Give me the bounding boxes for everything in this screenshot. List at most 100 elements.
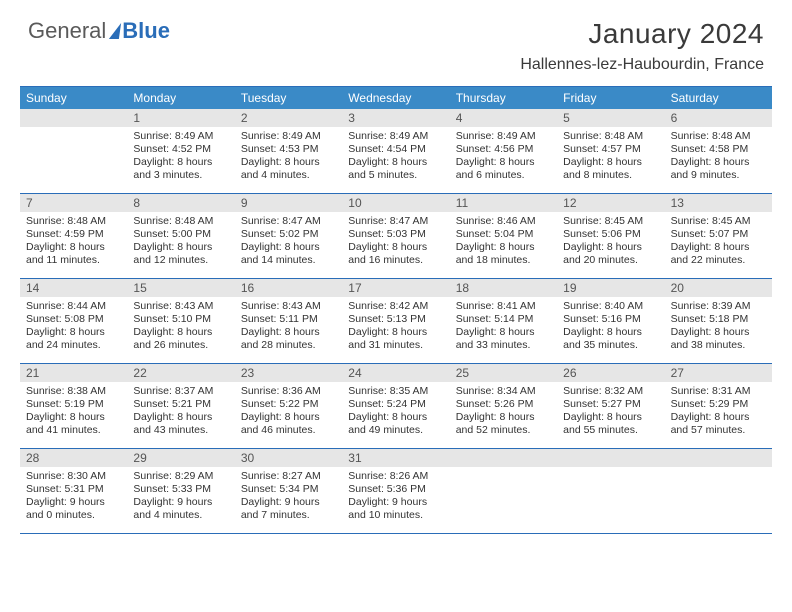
calendar-cell bbox=[20, 109, 127, 193]
sunset-line: Sunset: 5:04 PM bbox=[456, 228, 551, 241]
calendar-cell: 26Sunrise: 8:32 AMSunset: 5:27 PMDayligh… bbox=[557, 364, 664, 448]
sunrise-line: Sunrise: 8:45 AM bbox=[671, 215, 766, 228]
day-number-bar: 1 bbox=[127, 109, 234, 127]
day-number-bar: 9 bbox=[235, 194, 342, 212]
calendar-cell: 31Sunrise: 8:26 AMSunset: 5:36 PMDayligh… bbox=[342, 449, 449, 533]
calendar-cell: 10Sunrise: 8:47 AMSunset: 5:03 PMDayligh… bbox=[342, 194, 449, 278]
calendar-weeks: 1Sunrise: 8:49 AMSunset: 4:52 PMDaylight… bbox=[20, 109, 772, 534]
sunset-line: Sunset: 5:11 PM bbox=[241, 313, 336, 326]
day-of-week-header: Thursday bbox=[450, 87, 557, 109]
day-number-bar: 11 bbox=[450, 194, 557, 212]
day-number-bar: 19 bbox=[557, 279, 664, 297]
daylight-line: Daylight: 9 hours and 4 minutes. bbox=[133, 496, 228, 522]
day-number-bar: 23 bbox=[235, 364, 342, 382]
day-number-bar: 7 bbox=[20, 194, 127, 212]
calendar-cell: 1Sunrise: 8:49 AMSunset: 4:52 PMDaylight… bbox=[127, 109, 234, 193]
sunset-line: Sunset: 5:34 PM bbox=[241, 483, 336, 496]
cell-body: Sunrise: 8:32 AMSunset: 5:27 PMDaylight:… bbox=[557, 382, 664, 444]
calendar-week-row: 28Sunrise: 8:30 AMSunset: 5:31 PMDayligh… bbox=[20, 449, 772, 534]
cell-body: Sunrise: 8:49 AMSunset: 4:53 PMDaylight:… bbox=[235, 127, 342, 189]
cell-body: Sunrise: 8:49 AMSunset: 4:54 PMDaylight:… bbox=[342, 127, 449, 189]
daylight-line: Daylight: 8 hours and 9 minutes. bbox=[671, 156, 766, 182]
calendar-cell: 23Sunrise: 8:36 AMSunset: 5:22 PMDayligh… bbox=[235, 364, 342, 448]
day-number-bar bbox=[450, 449, 557, 467]
day-number-bar: 4 bbox=[450, 109, 557, 127]
calendar: SundayMondayTuesdayWednesdayThursdayFrid… bbox=[20, 86, 772, 534]
sunset-line: Sunset: 5:07 PM bbox=[671, 228, 766, 241]
day-number-bar bbox=[20, 109, 127, 127]
calendar-week-row: 21Sunrise: 8:38 AMSunset: 5:19 PMDayligh… bbox=[20, 364, 772, 449]
sunrise-line: Sunrise: 8:46 AM bbox=[456, 215, 551, 228]
day-number-bar: 16 bbox=[235, 279, 342, 297]
sunrise-line: Sunrise: 8:30 AM bbox=[26, 470, 121, 483]
daylight-line: Daylight: 8 hours and 16 minutes. bbox=[348, 241, 443, 267]
calendar-cell: 19Sunrise: 8:40 AMSunset: 5:16 PMDayligh… bbox=[557, 279, 664, 363]
sunset-line: Sunset: 5:19 PM bbox=[26, 398, 121, 411]
daylight-line: Daylight: 8 hours and 6 minutes. bbox=[456, 156, 551, 182]
daylight-line: Daylight: 8 hours and 35 minutes. bbox=[563, 326, 658, 352]
sunset-line: Sunset: 5:00 PM bbox=[133, 228, 228, 241]
sunrise-line: Sunrise: 8:39 AM bbox=[671, 300, 766, 313]
sunset-line: Sunset: 4:58 PM bbox=[671, 143, 766, 156]
cell-body: Sunrise: 8:39 AMSunset: 5:18 PMDaylight:… bbox=[665, 297, 772, 359]
sunset-line: Sunset: 5:26 PM bbox=[456, 398, 551, 411]
day-number-bar: 21 bbox=[20, 364, 127, 382]
daylight-line: Daylight: 8 hours and 4 minutes. bbox=[241, 156, 336, 182]
cell-body: Sunrise: 8:48 AMSunset: 4:57 PMDaylight:… bbox=[557, 127, 664, 189]
day-number-bar: 29 bbox=[127, 449, 234, 467]
daylight-line: Daylight: 8 hours and 11 minutes. bbox=[26, 241, 121, 267]
calendar-cell: 17Sunrise: 8:42 AMSunset: 5:13 PMDayligh… bbox=[342, 279, 449, 363]
cell-body: Sunrise: 8:46 AMSunset: 5:04 PMDaylight:… bbox=[450, 212, 557, 274]
daylight-line: Daylight: 8 hours and 41 minutes. bbox=[26, 411, 121, 437]
calendar-cell: 13Sunrise: 8:45 AMSunset: 5:07 PMDayligh… bbox=[665, 194, 772, 278]
calendar-cell bbox=[665, 449, 772, 533]
daylight-line: Daylight: 9 hours and 0 minutes. bbox=[26, 496, 121, 522]
daylight-line: Daylight: 8 hours and 3 minutes. bbox=[133, 156, 228, 182]
day-of-week-header: Sunday bbox=[20, 87, 127, 109]
month-title: January 2024 bbox=[520, 18, 764, 50]
sunrise-line: Sunrise: 8:26 AM bbox=[348, 470, 443, 483]
sunrise-line: Sunrise: 8:37 AM bbox=[133, 385, 228, 398]
day-number-bar: 24 bbox=[342, 364, 449, 382]
daylight-line: Daylight: 8 hours and 26 minutes. bbox=[133, 326, 228, 352]
title-block: January 2024 Hallennes-lez-Haubourdin, F… bbox=[520, 18, 764, 74]
cell-body: Sunrise: 8:45 AMSunset: 5:06 PMDaylight:… bbox=[557, 212, 664, 274]
location-subtitle: Hallennes-lez-Haubourdin, France bbox=[520, 56, 764, 74]
calendar-cell: 30Sunrise: 8:27 AMSunset: 5:34 PMDayligh… bbox=[235, 449, 342, 533]
calendar-cell: 25Sunrise: 8:34 AMSunset: 5:26 PMDayligh… bbox=[450, 364, 557, 448]
calendar-week-row: 14Sunrise: 8:44 AMSunset: 5:08 PMDayligh… bbox=[20, 279, 772, 364]
sunrise-line: Sunrise: 8:40 AM bbox=[563, 300, 658, 313]
calendar-cell: 5Sunrise: 8:48 AMSunset: 4:57 PMDaylight… bbox=[557, 109, 664, 193]
cell-body: Sunrise: 8:40 AMSunset: 5:16 PMDaylight:… bbox=[557, 297, 664, 359]
calendar-cell: 7Sunrise: 8:48 AMSunset: 4:59 PMDaylight… bbox=[20, 194, 127, 278]
cell-body: Sunrise: 8:38 AMSunset: 5:19 PMDaylight:… bbox=[20, 382, 127, 444]
sunrise-line: Sunrise: 8:29 AM bbox=[133, 470, 228, 483]
sunset-line: Sunset: 5:24 PM bbox=[348, 398, 443, 411]
sunrise-line: Sunrise: 8:42 AM bbox=[348, 300, 443, 313]
day-number-bar: 8 bbox=[127, 194, 234, 212]
cell-body: Sunrise: 8:48 AMSunset: 4:59 PMDaylight:… bbox=[20, 212, 127, 274]
calendar-cell: 4Sunrise: 8:49 AMSunset: 4:56 PMDaylight… bbox=[450, 109, 557, 193]
calendar-cell: 2Sunrise: 8:49 AMSunset: 4:53 PMDaylight… bbox=[235, 109, 342, 193]
cell-body: Sunrise: 8:47 AMSunset: 5:02 PMDaylight:… bbox=[235, 212, 342, 274]
day-number-bar: 17 bbox=[342, 279, 449, 297]
day-of-week-header: Friday bbox=[557, 87, 664, 109]
day-number-bar: 6 bbox=[665, 109, 772, 127]
sunrise-line: Sunrise: 8:44 AM bbox=[26, 300, 121, 313]
day-number-bar: 10 bbox=[342, 194, 449, 212]
sunset-line: Sunset: 4:56 PM bbox=[456, 143, 551, 156]
brand-triangle-icon bbox=[109, 23, 121, 39]
cell-body: Sunrise: 8:31 AMSunset: 5:29 PMDaylight:… bbox=[665, 382, 772, 444]
daylight-line: Daylight: 8 hours and 43 minutes. bbox=[133, 411, 228, 437]
daylight-line: Daylight: 8 hours and 49 minutes. bbox=[348, 411, 443, 437]
day-number-bar: 18 bbox=[450, 279, 557, 297]
cell-body: Sunrise: 8:35 AMSunset: 5:24 PMDaylight:… bbox=[342, 382, 449, 444]
cell-body: Sunrise: 8:30 AMSunset: 5:31 PMDaylight:… bbox=[20, 467, 127, 529]
calendar-cell: 16Sunrise: 8:43 AMSunset: 5:11 PMDayligh… bbox=[235, 279, 342, 363]
sunrise-line: Sunrise: 8:34 AM bbox=[456, 385, 551, 398]
daylight-line: Daylight: 8 hours and 33 minutes. bbox=[456, 326, 551, 352]
daylight-line: Daylight: 8 hours and 55 minutes. bbox=[563, 411, 658, 437]
calendar-cell bbox=[450, 449, 557, 533]
cell-body: Sunrise: 8:34 AMSunset: 5:26 PMDaylight:… bbox=[450, 382, 557, 444]
calendar-cell: 29Sunrise: 8:29 AMSunset: 5:33 PMDayligh… bbox=[127, 449, 234, 533]
